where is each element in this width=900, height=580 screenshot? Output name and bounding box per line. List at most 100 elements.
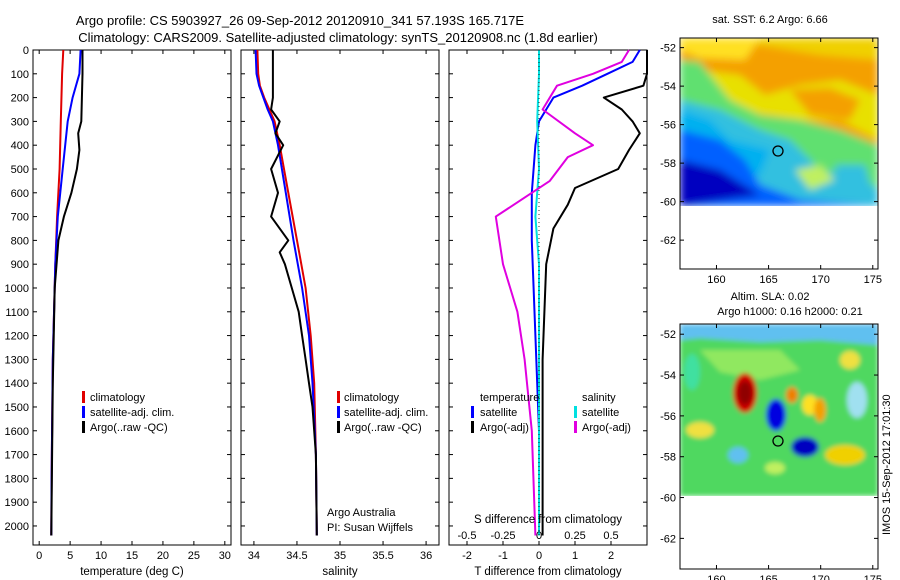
legend-satellite: satellite-adj. clim. <box>90 407 174 419</box>
sst-map: sat. SST: 6.2 Argo: 6.66 160 165 170 175 -52… <box>660 14 882 286</box>
legend-argo: Argo(..raw -QC) <box>90 422 168 434</box>
series-line <box>534 50 540 536</box>
figure-title-line1: Argo profile: CS 5903927_26 09-Sep-2012 … <box>76 13 524 28</box>
series-line <box>541 50 648 536</box>
y-tick-label: 1600 <box>5 426 29 438</box>
legend-sal-argo: Argo(-adj) <box>582 422 631 434</box>
difference-panel: -2 -1 0 1 2 T difference from climatology -0.5… <box>449 49 648 578</box>
sst-map-frame <box>679 37 879 270</box>
x-tick-label: -2 <box>462 550 472 562</box>
y-tick-label: 0 <box>23 45 29 57</box>
map-y-tick-label: -58 <box>660 452 676 464</box>
legend-swatch-sal-satellite <box>574 406 577 418</box>
x-tick-label: 1 <box>572 550 578 562</box>
x-tick-label: 34.5 <box>286 550 307 562</box>
x-tick-label: 5 <box>67 550 73 562</box>
legend-swatch-satellite <box>337 406 340 418</box>
salinity-panel-frame <box>240 49 440 546</box>
map-x-tick-label: 175 <box>864 574 882 580</box>
difference-legend: temperature salinity satellite Argo(-adj… <box>471 392 631 526</box>
y-tick-label: 600 <box>11 188 29 200</box>
legend-climatology: climatology <box>90 392 146 404</box>
annotation-pi: PI: Susan Wijffels <box>327 522 413 534</box>
x-tick-label: 25 <box>188 550 200 562</box>
y-tick-label: 1900 <box>5 497 29 509</box>
map-x-tick-label: 160 <box>707 574 725 580</box>
y-tick-label: 1500 <box>5 402 29 414</box>
y-tick-label: 100 <box>11 69 29 81</box>
legend-temp-satellite: satellite <box>480 407 517 419</box>
y-tick-label: 1000 <box>5 283 29 295</box>
series-line <box>270 50 318 536</box>
x-axis-label: T difference from climatology <box>474 566 621 578</box>
map-y-tick-label: -52 <box>660 329 676 341</box>
legend-header-salinity: salinity <box>582 392 616 404</box>
map-y-tick-label: -62 <box>660 533 676 545</box>
y-tick-label: 1300 <box>5 354 29 366</box>
y-tick-label: 500 <box>11 164 29 176</box>
y-tick-label: 300 <box>11 116 29 128</box>
x-tick-label: -1 <box>498 550 508 562</box>
legend-swatch-argo <box>82 421 85 433</box>
legend-header-temperature: temperature <box>480 392 539 404</box>
s-diff-tick-label: -0.5 <box>458 530 477 542</box>
map-y-tick-label: -60 <box>660 197 676 209</box>
series-line <box>256 49 318 536</box>
legend-swatch-climatology <box>82 391 85 403</box>
x-tick-label: 36 <box>420 550 432 562</box>
map-x-tick-label: 175 <box>864 274 882 286</box>
y-tick-label: 900 <box>11 259 29 271</box>
series-line <box>50 49 65 536</box>
legend-swatch-sal-argo <box>574 421 577 433</box>
s-diff-tick-label: 0.25 <box>564 530 585 542</box>
salinity-legend: climatology satellite-adj. clim. Argo(..… <box>327 391 428 534</box>
map-y-tick-label: -62 <box>660 235 676 247</box>
x-tick-label: 34 <box>248 550 260 562</box>
map-y-tick-label: -56 <box>660 411 676 423</box>
annotation-argo-australia: Argo Australia <box>327 507 396 519</box>
map-y-tick-label: -54 <box>660 81 676 93</box>
series-line <box>50 49 82 536</box>
x-tick-label: 35.5 <box>372 550 393 562</box>
y-tick-label: 200 <box>11 93 29 105</box>
x-axis-label: salinity <box>322 566 357 578</box>
map-x-tick-label: 170 <box>812 274 830 286</box>
legend-swatch-satellite <box>82 406 85 418</box>
s-diff-tick-label: -0.25 <box>490 530 515 542</box>
x-tick-label: 2 <box>608 550 614 562</box>
map-y-tick-label: -56 <box>660 120 676 132</box>
temperature-panel: 0 5 10 15 20 25 300100200300400500600700800900… <box>5 45 231 578</box>
sst-argo-marker <box>772 145 784 157</box>
map-y-tick-label: -54 <box>660 370 676 382</box>
y-tick-label: 800 <box>11 235 29 247</box>
legend-swatch-argo <box>337 421 340 433</box>
figure-title-line2: Climatology: CARS2009. Satellite-adjuste… <box>78 30 598 45</box>
series-line <box>254 49 318 536</box>
y-tick-label: 1700 <box>5 450 29 462</box>
temperature-panel-frame <box>32 49 232 546</box>
legend-climatology: climatology <box>344 392 400 404</box>
y-tick-label: 1400 <box>5 378 29 390</box>
temperature-legend: climatology satellite-adj. clim. Argo(..… <box>82 391 174 434</box>
y-tick-label: 1200 <box>5 331 29 343</box>
sla-argo-marker <box>772 435 784 447</box>
sla-map-frame <box>679 323 879 570</box>
imos-stamp: IMOS 15-Sep-2012 17:01:30 <box>881 394 893 535</box>
legend-swatch-temp-argo <box>471 421 474 433</box>
x-tick-label: 15 <box>126 550 138 562</box>
legend-swatch-climatology <box>337 391 340 403</box>
legend-sal-satellite: satellite <box>582 407 619 419</box>
s-diff-tick-label: 0 <box>536 530 542 542</box>
legend-temp-argo: Argo(-adj) <box>480 422 529 434</box>
sla-map-subtitle: Argo h1000: 0.16 h2000: 0.21 <box>717 306 863 318</box>
x-tick-label: 35 <box>334 550 346 562</box>
x-tick-label: 0 <box>36 550 42 562</box>
y-tick-label: 700 <box>11 212 29 224</box>
x-tick-label: 20 <box>157 550 169 562</box>
s-diff-tick-label: 0.5 <box>603 530 618 542</box>
y-tick-label: 2000 <box>5 521 29 533</box>
series-line <box>50 50 84 536</box>
map-y-tick-label: -52 <box>660 43 676 55</box>
x-tick-label: 10 <box>95 550 107 562</box>
